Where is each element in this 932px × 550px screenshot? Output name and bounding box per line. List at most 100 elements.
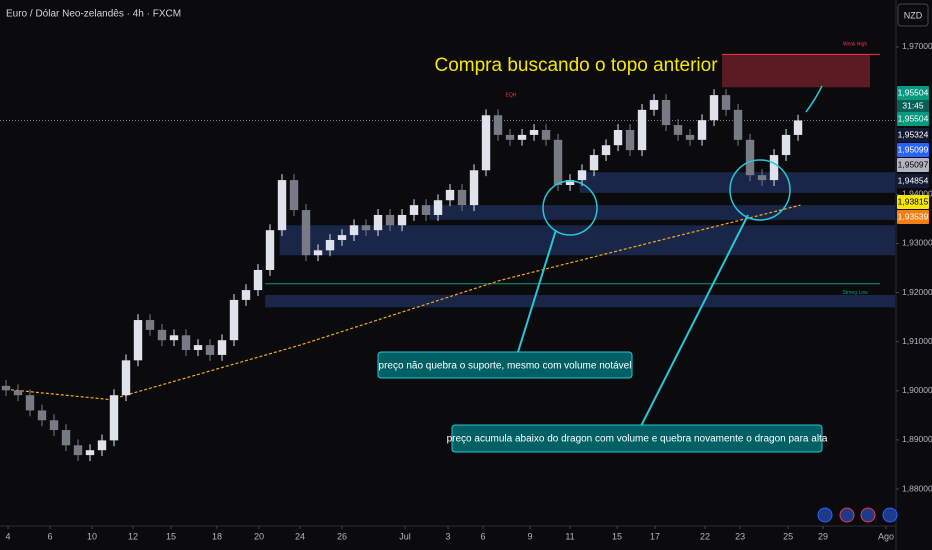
candle-body xyxy=(373,214,383,231)
x-tick-label: Ago xyxy=(878,531,894,541)
candle-body xyxy=(637,109,647,151)
price-tag-label: 1,95324 xyxy=(898,129,929,139)
zone xyxy=(429,205,895,220)
x-tick-label: 15 xyxy=(166,531,176,541)
x-tick-label: Jul xyxy=(399,531,411,541)
candle-body xyxy=(409,205,419,215)
candle-body xyxy=(157,329,167,341)
headline: Compra buscando o topo anterior xyxy=(434,55,718,76)
candle-body xyxy=(781,134,791,156)
x-tick-label: 26 xyxy=(337,531,347,541)
y-tick-label: 1,97000 xyxy=(902,41,932,51)
candle-body xyxy=(97,440,107,451)
price-tag-label: 1,93815 xyxy=(898,196,929,206)
x-tick-label: 23 xyxy=(735,531,745,541)
y-tick-label: 1,92000 xyxy=(902,287,932,297)
y-tick-label: 1,90000 xyxy=(902,385,932,395)
candle-body xyxy=(397,214,407,226)
x-tick-label: 9 xyxy=(528,531,533,541)
price-tag xyxy=(897,195,929,209)
candle-body xyxy=(49,420,59,431)
candle-body xyxy=(265,230,275,270)
level-label: Strong Low xyxy=(842,290,868,296)
candle-body xyxy=(709,95,719,121)
projection-arrow xyxy=(805,85,823,113)
highlight-circle xyxy=(729,159,791,221)
candle-body xyxy=(733,109,743,140)
x-tick-label: 25 xyxy=(783,531,793,541)
note-text: preço acumula abaixo do dragon com volum… xyxy=(447,434,828,445)
price-tag xyxy=(897,158,929,172)
candle-body xyxy=(277,180,287,231)
x-tick-label: 17 xyxy=(650,531,660,541)
currency-button[interactable] xyxy=(897,3,929,27)
candle-body xyxy=(457,189,467,206)
candle-body xyxy=(289,180,299,211)
price-tag-label: 1,95504 xyxy=(898,87,929,97)
candle-body xyxy=(481,115,491,171)
countdown-tag xyxy=(897,99,929,112)
note-text: preço não quebra o suporte, mesmo com vo… xyxy=(379,361,632,372)
candle-body xyxy=(217,340,227,355)
price-tag xyxy=(897,174,929,188)
event-icons xyxy=(817,507,898,523)
candle-body xyxy=(553,139,563,186)
candle-body xyxy=(433,200,443,215)
candle-body xyxy=(205,345,215,355)
price-tag xyxy=(897,143,929,157)
y-tick-label: 1,89000 xyxy=(902,434,932,444)
candle-body xyxy=(325,240,335,251)
candle-body xyxy=(721,95,731,110)
candle-body xyxy=(421,205,431,215)
overlay-line xyxy=(5,204,801,401)
x-tick-label: 29 xyxy=(818,531,828,541)
currency-label: NZD xyxy=(904,10,923,20)
candle-body xyxy=(469,170,479,206)
candle-body xyxy=(1,385,11,391)
candle-body xyxy=(25,395,35,411)
candle-body xyxy=(85,450,95,456)
highlight-circle xyxy=(542,180,598,236)
candle-body xyxy=(613,129,623,146)
x-tick-label: 18 xyxy=(212,531,222,541)
candle-body xyxy=(385,214,395,226)
candle-body xyxy=(565,180,575,186)
pointer-line xyxy=(517,229,557,353)
zone xyxy=(579,172,895,193)
candle-body xyxy=(601,145,611,156)
candle-body xyxy=(241,290,251,300)
candle-body xyxy=(673,125,683,135)
candle-body xyxy=(73,445,83,456)
y-tick-label: 1,93000 xyxy=(902,238,932,248)
x-tick-label: 10 xyxy=(87,531,97,541)
candle-body xyxy=(301,210,311,256)
supply-zone xyxy=(722,54,870,88)
candle-body xyxy=(445,189,455,201)
candle-body xyxy=(337,235,347,241)
price-tag-label: 1,94854 xyxy=(898,175,929,185)
price-tag xyxy=(897,86,929,100)
candle-body xyxy=(793,120,803,135)
candle-body xyxy=(361,225,371,231)
candle-body xyxy=(505,134,515,140)
candle-body xyxy=(493,115,503,135)
candle-body xyxy=(745,139,755,176)
price-tag-label: 1,95504 xyxy=(898,113,929,123)
price-tag-label: 1,95097 xyxy=(898,159,929,169)
price-tag-label: 1,95099 xyxy=(898,144,929,154)
candle-body xyxy=(685,134,695,140)
note-box xyxy=(451,424,823,453)
candle-body xyxy=(757,175,767,181)
y-tick-label: 1,94000 xyxy=(902,189,932,199)
zone xyxy=(265,295,895,308)
eqh-label: EQH xyxy=(506,92,517,98)
x-tick-label: 11 xyxy=(565,531,574,541)
x-tick-label: 20 xyxy=(254,531,264,541)
candle-body xyxy=(253,269,263,291)
candle-body xyxy=(133,320,143,361)
x-tick-label: 4 xyxy=(6,531,11,541)
x-tick-label: 22 xyxy=(700,531,710,541)
x-tick-label: 6 xyxy=(481,531,486,541)
